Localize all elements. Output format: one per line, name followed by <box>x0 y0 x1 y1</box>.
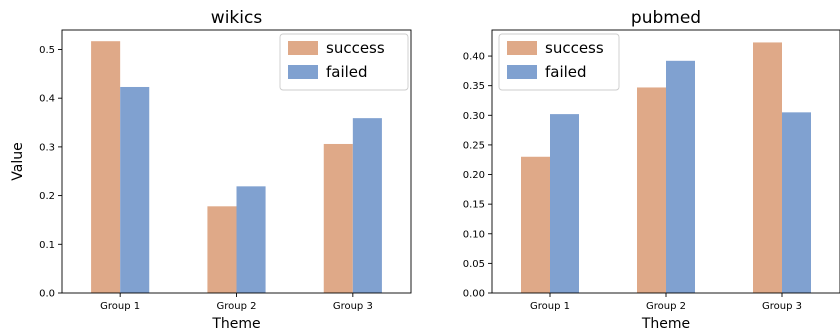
x-tick-label: Group 3 <box>762 301 802 312</box>
x-tick-label: Group 2 <box>646 301 686 312</box>
y-tick-label: 0.15 <box>463 200 485 211</box>
bar-failed-1 <box>550 114 579 293</box>
x-axis-label: Theme <box>641 316 690 332</box>
chart-title: wikics <box>211 8 263 28</box>
y-tick-label: 0.40 <box>463 52 485 63</box>
x-tick-label: Group 1 <box>530 301 570 312</box>
legend-swatch-success <box>288 41 318 55</box>
y-tick-label: 0.0 <box>39 289 55 300</box>
bar-success-1 <box>91 41 121 294</box>
y-tick-label: 0.30 <box>463 111 485 122</box>
bar-failed-3 <box>782 112 811 293</box>
chart-title: pubmed <box>631 8 701 28</box>
chart-0: 0.0 0.1 0.2 0.3 0.4 0.5 Group 1 Group 2 Group 3 w… <box>10 8 412 332</box>
bar-success-3 <box>753 42 782 293</box>
y-tick-label: 0.05 <box>463 259 485 270</box>
legend: success failed <box>279 33 409 91</box>
x-axis-label: Theme <box>211 316 260 332</box>
legend-swatch-failed <box>507 65 537 79</box>
legend-label-success: success <box>326 39 385 57</box>
y-tick-label: 0.3 <box>39 142 55 153</box>
legend-label-failed: failed <box>326 63 368 81</box>
bar-failed-3 <box>352 118 382 294</box>
y-tick-label: 0.2 <box>39 191 55 202</box>
legend-label-failed: failed <box>545 63 587 81</box>
y-axis-label: Value <box>10 142 26 180</box>
y-tick-label: 0.20 <box>463 170 485 181</box>
y-tick-label: 0.25 <box>463 140 485 151</box>
bar-failed-1 <box>120 86 150 293</box>
y-tick-label: 0.5 <box>39 45 55 56</box>
bar-success-2 <box>637 87 666 294</box>
y-tick-label: 0.10 <box>463 229 485 240</box>
y-tick-label: 0.00 <box>463 289 485 300</box>
legend: success failed <box>498 33 620 91</box>
legend-label-success: success <box>545 39 604 57</box>
y-tick-label: 0.1 <box>39 240 55 251</box>
y-tick-label: 0.35 <box>463 81 485 92</box>
bar-success-2 <box>207 206 237 293</box>
legend-swatch-success <box>507 41 537 55</box>
legend-swatch-failed <box>288 65 318 79</box>
y-tick-label: 0.4 <box>39 94 55 105</box>
x-tick-label: Group 2 <box>217 301 257 312</box>
bar-success-1 <box>521 156 550 293</box>
bar-success-3 <box>323 143 353 293</box>
x-tick-label: Group 3 <box>333 301 373 312</box>
bar-failed-2 <box>666 60 695 293</box>
chart-1: 0.00 0.05 0.10 0.15 0.20 0.25 0.30 0.35 0.40 Grou… <box>463 8 840 332</box>
x-tick-label: Group 1 <box>100 301 140 312</box>
bar-failed-2 <box>236 186 266 293</box>
